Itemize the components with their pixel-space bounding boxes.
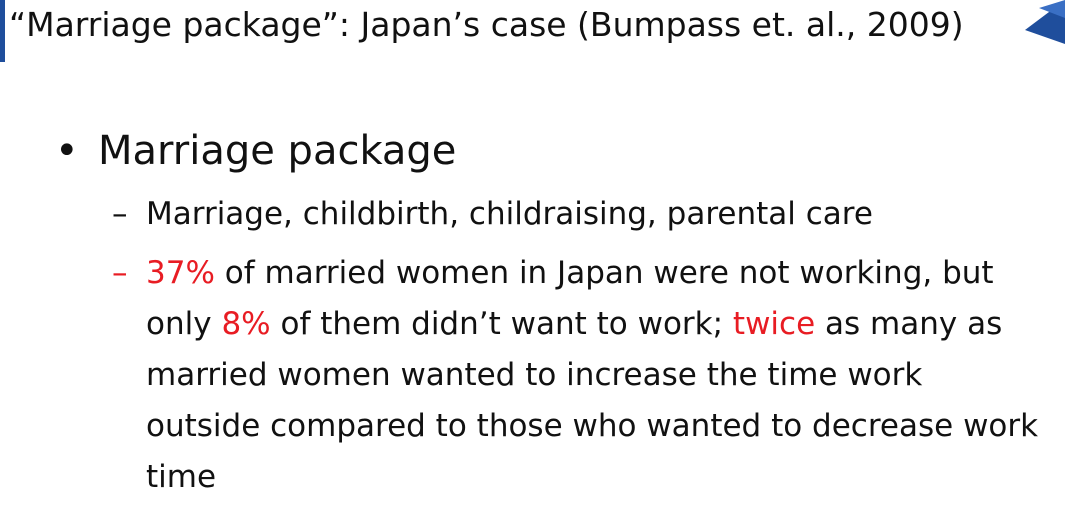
stat-twice: twice (732, 306, 816, 342)
sub-item-dash: – (112, 196, 128, 232)
stat-8-percent: 8% (221, 306, 271, 342)
sub-item-dash-highlight: – (112, 255, 128, 291)
statistics-text-part: of married women in Japan were not worki… (146, 255, 994, 342)
slide-title: “Marriage package”: Japan’s case (Bumpas… (9, 5, 964, 44)
corner-decoration (1025, 0, 1065, 44)
bullet-label: Marriage package (98, 128, 457, 174)
bullet-symbol: • (55, 128, 79, 174)
statistics-text-part: as many as married women wanted to incre… (146, 306, 1039, 495)
stat-37-percent: 37% (146, 255, 215, 291)
statistics-text-part: of them didn’t want to work; (270, 306, 733, 342)
sub-item-statistics-text: 37% of married women in Japan were not w… (146, 248, 1042, 503)
title-accent-bar (0, 0, 5, 62)
sub-item-components: – Marriage, childbirth, childraising, pa… (112, 189, 1042, 240)
sub-item-statistics: – 37% of married women in Japan were not… (112, 248, 1042, 503)
sub-item-text: Marriage, childbirth, childraising, pare… (146, 196, 873, 232)
bullet-marriage-package: • Marriage package (55, 126, 456, 176)
